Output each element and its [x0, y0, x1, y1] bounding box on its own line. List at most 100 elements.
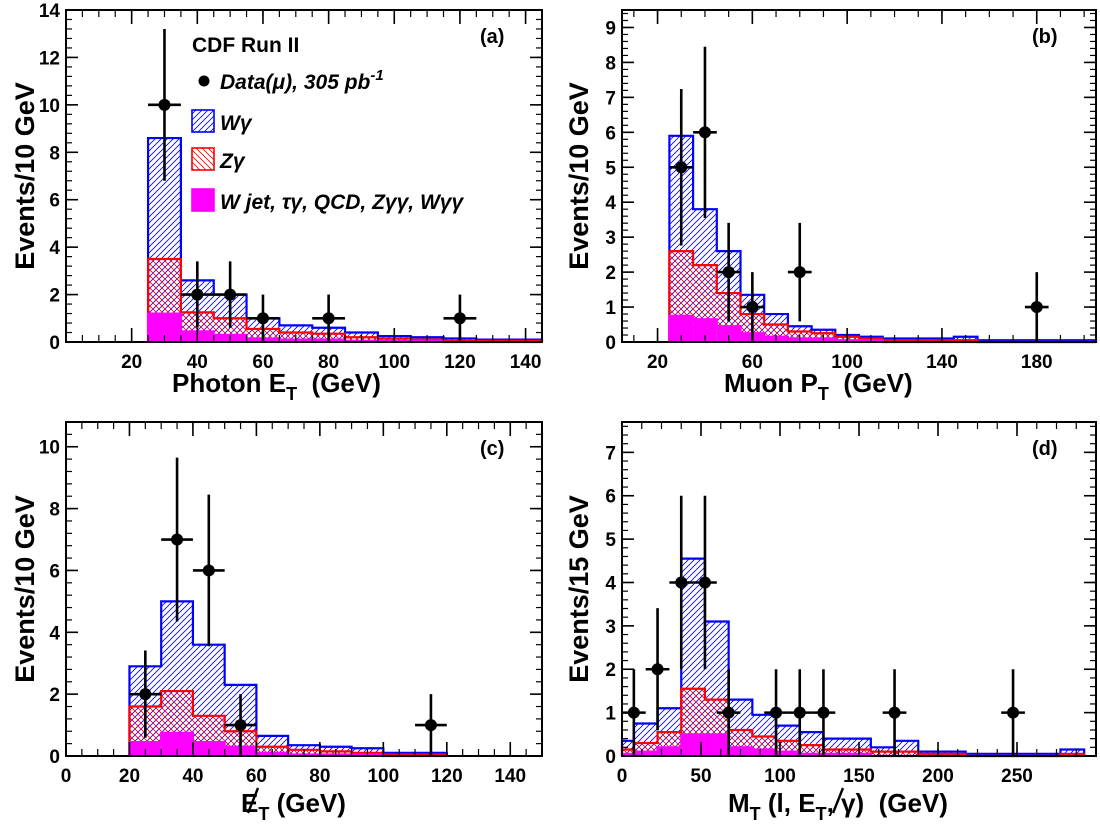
x-axis-label-text: ET (GeV)	[241, 788, 346, 824]
data-point	[651, 663, 664, 676]
x-tick-label: 60	[246, 766, 267, 787]
y-tick-label: 9	[605, 18, 616, 39]
x-tick-label: 50	[690, 766, 711, 787]
axes: 0 2 4 6 8 10 12 14 20 40 60 80 100 120 140	[39, 1, 543, 373]
y-tick-label: 5	[605, 158, 616, 179]
other-bar	[657, 747, 682, 756]
data-point	[424, 719, 437, 732]
x-tick-label: 140	[926, 352, 958, 373]
data-points	[669, 46, 1049, 342]
y-tick-label: 7	[605, 88, 616, 109]
x-tick-label: 120	[444, 352, 476, 373]
y-tick-label: 1	[605, 298, 616, 319]
data-point	[322, 312, 335, 325]
y-tick-label: 2	[49, 685, 60, 706]
data-point	[722, 706, 735, 719]
legend-wgamma-label: Wγ	[220, 112, 253, 135]
other-bar	[716, 326, 741, 342]
legend-wgamma-swatch	[191, 109, 215, 133]
legend-other-label: W jet, τγ, QCD, Zγγ, Wγγ	[220, 191, 464, 214]
y-tick-label: 10	[39, 438, 60, 459]
panel-tag: (a)	[480, 26, 504, 48]
panel-tag: (d)	[1032, 438, 1058, 460]
x-tick-label: 20	[119, 766, 140, 787]
legend-data-text: Data(μ), 305 pb	[220, 71, 371, 94]
x-axis-label-subscript: T	[258, 804, 269, 824]
x-tick-label: 140	[510, 352, 542, 373]
legend-data-marker	[198, 75, 210, 87]
data-point	[722, 266, 735, 279]
missing-energy-slash	[831, 787, 845, 814]
x-axis-label-main: Photon E	[172, 368, 286, 398]
data-point	[171, 533, 184, 546]
y-tick-label: 3	[605, 617, 616, 638]
legend-data-label: Data(μ), 305 pb-1	[220, 67, 384, 94]
x-axis-label-unit: (GeV)	[297, 368, 381, 398]
x-axis-label-subscript-2: T	[816, 804, 827, 824]
x-axis-label-unit: , γ) (GeV)	[827, 788, 948, 818]
x-tick-label: 200	[922, 766, 954, 787]
x-axis-label-text: MT (l, ET, γ) (GeV)	[728, 788, 948, 824]
y-tick-label: 1	[605, 704, 616, 725]
data-point	[675, 161, 688, 174]
y-tick-label: 2	[605, 660, 616, 681]
x-axis-label: MT (l, ET, γ) (GeV)	[728, 787, 948, 824]
panel-tag: (b)	[1032, 26, 1058, 48]
x-axis-label-main: M	[728, 788, 750, 818]
data-point	[793, 266, 806, 279]
y-tick-label: 6	[49, 561, 60, 582]
panel-b: Events/10 GeV Muon PT (GeV) (b) 0 1 2 3 4 5 6 7…	[564, 9, 1098, 404]
x-tick-label: 60	[252, 352, 273, 373]
data-point	[191, 288, 204, 301]
x-tick-label: 100	[831, 352, 863, 373]
y-axis-label: Events/10 GeV	[10, 495, 40, 683]
data-point	[770, 706, 783, 719]
legend-zgamma-swatch	[191, 147, 215, 171]
x-tick-label: 100	[367, 766, 399, 787]
y-tick-label: 7	[605, 443, 616, 464]
plot-frame	[65, 9, 543, 343]
x-axis-label-subscript: T	[818, 384, 829, 404]
x-axis-label: Photon ET (GeV)	[172, 368, 381, 404]
y-tick-label: 0	[49, 747, 60, 768]
x-axis-label: ET (GeV)	[241, 787, 346, 824]
data-point	[1030, 301, 1043, 314]
x-axis-label-subscript: T	[286, 384, 297, 404]
data-point	[698, 576, 711, 589]
legend-other-swatch	[191, 188, 215, 212]
data-point	[453, 312, 466, 325]
data-point	[224, 288, 237, 301]
x-tick-label: 40	[182, 766, 203, 787]
other-bar	[681, 734, 705, 756]
data-point	[1007, 706, 1020, 719]
x-tick-label: 0	[61, 766, 72, 787]
legend-title: CDF Run II	[192, 34, 299, 57]
other-bar	[633, 751, 658, 756]
x-tick-label: 180	[1021, 352, 1053, 373]
data-points	[129, 457, 447, 756]
missing-energy-slash	[246, 787, 260, 814]
other-bar	[693, 319, 717, 342]
data-point	[888, 706, 901, 719]
zgamma-bar	[799, 745, 824, 756]
x-tick-label: 100	[378, 352, 410, 373]
data-point	[698, 126, 711, 139]
y-tick-label: 8	[49, 143, 60, 164]
legend-zgamma-label: Zγ	[219, 150, 246, 173]
x-tick-label: 0	[617, 766, 628, 787]
other-bar	[752, 749, 777, 756]
x-tick-label: 120	[431, 766, 463, 787]
y-tick-label: 6	[605, 487, 616, 508]
data-point	[202, 564, 215, 577]
x-tick-label: 250	[1001, 766, 1033, 787]
y-tick-label: 3	[605, 228, 616, 249]
data-point	[817, 706, 830, 719]
y-tick-label: 4	[605, 193, 616, 214]
plot-frame	[621, 9, 1097, 343]
data-point	[234, 719, 247, 732]
y-tick-label: 8	[49, 500, 60, 521]
x-axis-label-unit: (GeV)	[829, 368, 913, 398]
y-tick-label: 12	[39, 48, 60, 69]
data-point	[793, 706, 806, 719]
